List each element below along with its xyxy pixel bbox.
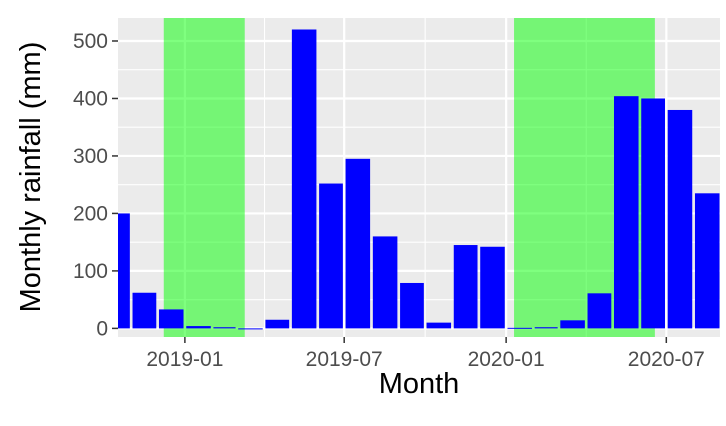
bar [400,282,424,329]
y-tick-label: 200 [73,202,108,225]
bar [118,213,130,329]
x-tick-label: 2020-01 [468,348,545,371]
bar [480,246,505,329]
bar [426,322,452,329]
x-tick-label: 2019-01 [146,348,223,371]
bar [158,309,184,329]
y-tick-label: 300 [73,145,108,168]
bar [613,96,639,329]
bar [132,292,157,329]
y-tick-label: 400 [73,87,108,110]
bar [534,327,558,329]
bar [453,245,478,329]
bar [186,326,211,329]
bar [641,98,665,329]
bar [238,328,263,330]
x-axis-ticks: 2019-01 2019-07 2020-01 2020-07 [146,337,705,371]
x-tick-label: 2020-07 [628,348,705,371]
bars [118,29,726,330]
bar [560,320,585,329]
y-tick-label: 0 [96,317,108,340]
bar [213,327,236,329]
bar [722,304,726,328]
bar [667,109,693,329]
bar [587,293,612,329]
y-axis-ticks: 0 100 200 300 400 500 [73,30,118,340]
y-tick-label: 100 [73,260,108,283]
bar [372,236,398,329]
bar [345,158,371,329]
y-axis-title: Monthly rainfall (mm) [15,42,47,313]
bar [265,319,290,329]
bar [319,183,343,329]
bar [694,193,720,329]
x-axis-title: Month [379,368,460,400]
shaded-period [163,18,245,337]
y-tick-label: 500 [73,30,108,53]
bar [507,327,533,329]
bar [291,29,317,329]
x-tick-label: 2019-07 [306,348,383,371]
